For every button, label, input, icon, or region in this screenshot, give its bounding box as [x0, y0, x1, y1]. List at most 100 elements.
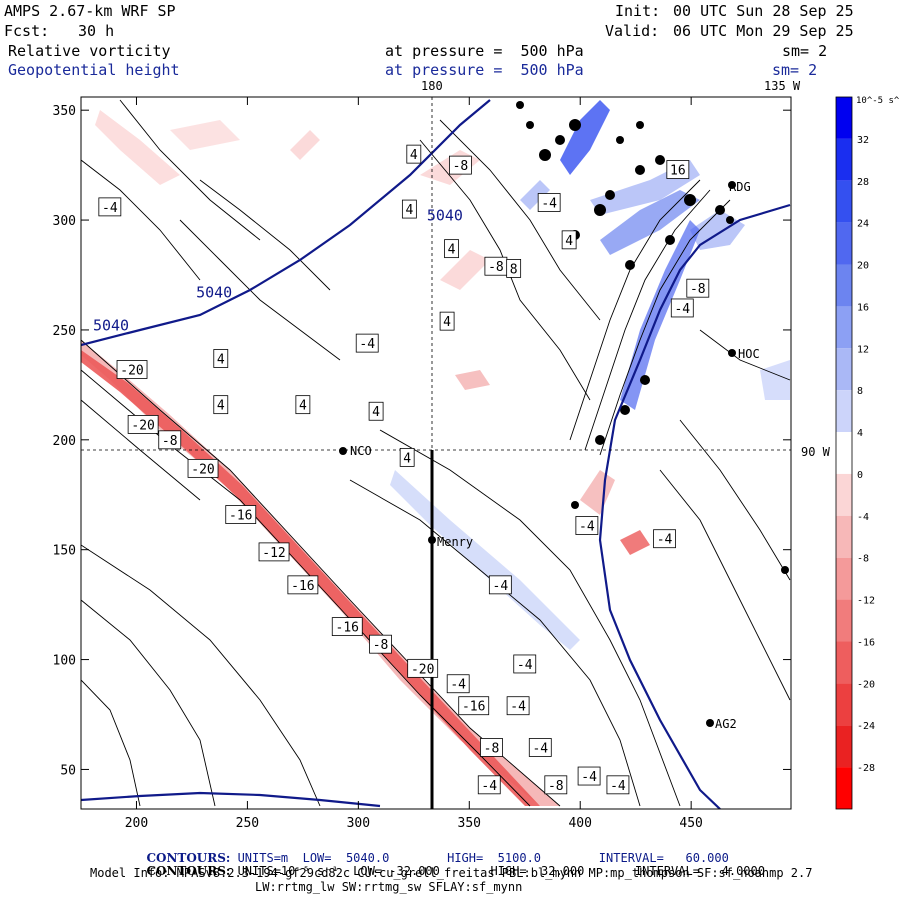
station-marker — [706, 719, 714, 727]
colorbar-swatch — [836, 264, 852, 307]
y-tick-label: 350 — [53, 104, 76, 119]
colorbar: 32 28 24 20 16 12 8 4 0 -4 -8 -12 -16 -20 -24 -28 10^-5 … — [835, 96, 900, 810]
vorticity-contour-label: -8 — [162, 434, 178, 449]
contour-label-box — [686, 278, 710, 298]
colorbar-label: -24 — [857, 721, 875, 732]
vorticity-contour-label: -20 — [411, 662, 434, 677]
vorticity-contour-label: -4 — [579, 520, 595, 535]
colorbar-label: -16 — [857, 637, 875, 648]
field2-name: Geopotential height — [8, 61, 180, 79]
contour-label-box — [670, 298, 694, 318]
field1-name: Relative vorticity — [8, 42, 171, 60]
colorbar-swatch — [836, 515, 852, 558]
plot-frame — [80, 96, 792, 810]
vorticity-contour-label: 4 — [403, 451, 411, 466]
height-contour-label: 5040 — [93, 317, 129, 335]
dense-contour-clusters — [516, 101, 734, 509]
vorticity-contour-label: -4 — [359, 337, 375, 352]
x-tick-label: 400 — [568, 816, 591, 831]
y-tick-label: 250 — [53, 324, 76, 339]
station-marker — [339, 447, 347, 455]
vorticity-contour-label: -16 — [229, 509, 252, 524]
contour-label-box — [331, 617, 363, 637]
contour-value-labels: 4 -4 4 -8 5040 -4 4 -8 8 4 5040 -4 4 4 4 4 4 -8 4 -20 -20 -20… — [93, 144, 710, 795]
colorbar-label: -28 — [857, 763, 875, 774]
contour-label-box — [407, 658, 439, 678]
contour-label-box — [355, 333, 379, 353]
contour-label-box — [577, 766, 601, 786]
footer-line1: CONTOURS: UNITS=m LOW= 5040.0 HIGH= 5100… — [146, 851, 729, 865]
contour-label-box — [98, 197, 122, 217]
contour-label-box — [561, 230, 577, 250]
vorticity-contour-label: -4 — [610, 779, 626, 794]
contour-label-box — [225, 505, 257, 524]
init-label: Init: — [615, 2, 661, 20]
vorticity-contour-label: -8 — [690, 282, 706, 297]
vorticity-contour-label: 4 — [217, 353, 225, 368]
vorticity-contour-label: 4 — [217, 399, 225, 414]
valid-value: 06 UTC Mon 29 Sep 25 — [673, 22, 854, 40]
colorbar-swatch — [836, 306, 852, 349]
contour-label-box — [477, 775, 501, 795]
contour-label-box — [439, 311, 455, 331]
vorticity-contour-label: -4 — [102, 201, 118, 216]
contour-label-box — [258, 542, 290, 562]
vorticity-contour-label: -4 — [674, 302, 690, 317]
contour-label-box — [287, 575, 319, 595]
contour-label-box — [399, 447, 415, 467]
contour-label-box — [444, 239, 459, 259]
vorticity-contour-label: -12 — [262, 546, 285, 561]
colorbar-frame — [835, 96, 853, 810]
y-axis: 50 100 150 200 250 300 350 — [53, 104, 791, 778]
vorticity-contour-label: -4 — [493, 579, 509, 594]
vorticity-contour-label: -20 — [131, 418, 154, 433]
field2-level: at pressure = 500 hPa — [385, 61, 584, 79]
vorticity-contour-label: -4 — [481, 779, 497, 794]
y-tick-label: 150 — [53, 544, 76, 559]
contour-label-box — [544, 775, 568, 795]
colorbar-label: -12 — [857, 596, 875, 607]
colorbar-label: 32 — [857, 135, 869, 146]
colorbar-unit: 10^-5 s^-1 — [856, 96, 900, 106]
lon-label-180: 180 — [421, 79, 443, 93]
vorticity-contour-label: 4 — [299, 399, 307, 414]
fcst-label: Fcst: — [4, 22, 50, 40]
contour-label-box — [666, 160, 690, 179]
colorbar-swatch — [836, 683, 852, 726]
station-marker — [728, 349, 736, 357]
field2-smoothing: sm= 2 — [772, 61, 818, 79]
station-nco: NCO — [350, 444, 372, 458]
colorbar-swatch — [836, 97, 852, 139]
station-marker — [728, 181, 736, 189]
footer-model-info: Model Info: MPASv8.2.3-194-gf29cd82c CU:… — [90, 866, 813, 880]
contour-label-box — [506, 259, 522, 278]
vorticity-contour-label: -4 — [581, 770, 597, 785]
contour-label-box — [537, 193, 561, 212]
vorticity-contour-label: -8 — [484, 741, 500, 756]
colorbar-swatch — [836, 557, 852, 600]
vorticity-contour-label: -16 — [462, 700, 485, 715]
colorbar-swatch — [836, 432, 852, 474]
field1-smoothing: sm= 2 — [782, 42, 828, 60]
colorbar-label: 12 — [857, 344, 869, 355]
contour-label-box — [480, 738, 503, 757]
valid-label: Valid: — [605, 22, 660, 40]
vorticity-contour-label: -4 — [541, 196, 557, 211]
colorbar-swatch — [836, 138, 852, 181]
vorticity-contour-label: -4 — [450, 678, 466, 693]
height-contour-label: 5040 — [196, 284, 232, 302]
plot-area: 4 -4 4 -8 5040 -4 4 -8 8 4 5040 -4 4 4 4 4 4 -8 4 -20 -20 -20… — [81, 97, 791, 809]
x-tick-label: 450 — [679, 816, 702, 831]
contour-label-box — [506, 696, 530, 716]
vorticity-contour-label: -4 — [657, 533, 673, 548]
y-tick-label: 200 — [53, 434, 76, 449]
colorbar-swatch — [836, 725, 852, 768]
y-tick-label: 100 — [53, 654, 76, 669]
init-value: 00 UTC Sun 28 Sep 25 — [673, 2, 854, 20]
station-rdg: RDG — [729, 180, 751, 194]
contour-label-box — [449, 155, 472, 175]
contour-label-box — [295, 395, 311, 415]
vorticity-contour-label: 4 — [405, 203, 413, 218]
station-marker — [781, 566, 789, 574]
